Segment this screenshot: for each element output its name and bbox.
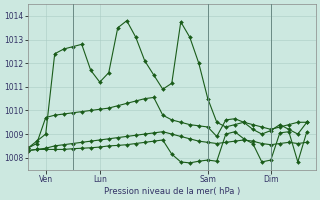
X-axis label: Pression niveau de la mer( hPa ): Pression niveau de la mer( hPa ) (104, 187, 240, 196)
